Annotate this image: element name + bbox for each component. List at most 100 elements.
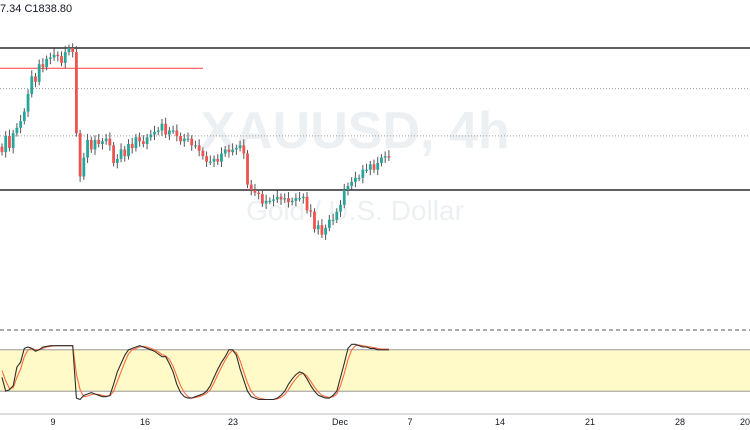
- candle-body-27: [101, 141, 104, 145]
- candle-body-58: [216, 158, 220, 162]
- x-tick-label-2: 23: [228, 417, 238, 427]
- candle-body-4: [15, 127, 19, 134]
- candle-body-26: [97, 139, 101, 145]
- candle-body-86: [320, 225, 324, 235]
- stochastic-pane: [0, 329, 750, 415]
- candle-body-3: [11, 133, 15, 149]
- candle-body-54: [201, 150, 205, 157]
- candle-body-41: [153, 131, 156, 135]
- candle-body-5: [19, 121, 22, 128]
- candle-body-100: [372, 164, 376, 170]
- candle-body-23: [86, 139, 89, 158]
- candle-body-32: [119, 149, 123, 159]
- x-tick-label-6: 21: [585, 417, 595, 427]
- candle-body-22: [82, 157, 86, 177]
- candle-body-44: [164, 123, 168, 135]
- x-tick-label-0: 9: [50, 417, 55, 427]
- candle-body-76: [283, 198, 287, 200]
- candle-body-60: [223, 149, 227, 154]
- ohlc-readout: 7.34 C1838.80: [0, 3, 72, 15]
- candle-body-61: [227, 149, 231, 153]
- candle-body-78: [290, 200, 294, 203]
- candle-body-40: [149, 134, 153, 138]
- candle-body-17: [63, 52, 67, 63]
- candle-body-9: [34, 76, 37, 82]
- candle-body-84: [313, 211, 316, 230]
- candle-body-96: [357, 177, 361, 180]
- candle-body-94: [350, 181, 354, 186]
- candle-body-102: [380, 157, 383, 163]
- stoch-fast-line: [1, 343, 389, 401]
- candle-body-82: [305, 196, 309, 211]
- candle-body-103: [383, 156, 387, 158]
- candle-body-25: [93, 139, 97, 150]
- candle-body-35: [130, 144, 134, 149]
- candle-body-90: [335, 211, 339, 220]
- candles: [0, 43, 391, 241]
- candle-body-79: [294, 198, 298, 201]
- candle-body-50: [186, 138, 190, 140]
- candle-body-49: [182, 138, 186, 142]
- candle-body-73: [272, 199, 275, 201]
- watermark: XAUUSD, 4h Gold / U.S. Dollar: [200, 102, 509, 226]
- candle-body-83: [309, 210, 313, 212]
- candle-body-53: [197, 145, 201, 151]
- candle-body-71: [264, 200, 268, 204]
- watermark-subtitle: Gold / U.S. Dollar: [246, 195, 464, 226]
- candle-body-81: [301, 196, 305, 199]
- x-axis: 9 16 23 Dec 7 14 21 28 20: [50, 417, 750, 427]
- candle-body-19: [71, 48, 75, 53]
- candle-body-46: [171, 130, 175, 132]
- candle-body-64: [238, 145, 242, 149]
- candle-body-66: [246, 153, 249, 185]
- candle-body-45: [168, 130, 171, 135]
- candle-body-67: [249, 184, 253, 190]
- candle-body-15: [56, 54, 60, 57]
- candle-body-92: [342, 190, 346, 205]
- candle-body-93: [346, 185, 350, 190]
- candle-body-31: [115, 158, 119, 163]
- candle-body-30: [112, 145, 115, 163]
- candle-body-12: [45, 58, 49, 67]
- candle-body-47: [175, 130, 179, 136]
- candle-body-0: [0, 146, 4, 153]
- candle-body-99: [368, 164, 372, 170]
- x-tick-label-8: 20: [740, 417, 750, 427]
- candle-body-20: [75, 52, 78, 134]
- candle-body-85: [316, 225, 320, 230]
- candle-body-63: [234, 148, 238, 150]
- candle-body-65: [242, 145, 246, 154]
- candle-body-21: [78, 133, 82, 177]
- candle-body-7: [26, 93, 30, 112]
- candle-body-72: [268, 200, 272, 203]
- candle-body-36: [134, 137, 138, 149]
- candle-body-101: [376, 162, 380, 170]
- candle-body-18: [67, 48, 71, 53]
- candle-body-69: [257, 192, 261, 195]
- candle-body-56: [208, 161, 212, 163]
- candle-body-16: [60, 56, 63, 63]
- candle-body-37: [138, 137, 142, 142]
- candle-body-34: [127, 144, 130, 157]
- x-tick-label-4: 7: [407, 417, 412, 427]
- candle-body-91: [339, 204, 342, 212]
- candle-body-43: [160, 123, 164, 131]
- candle-body-14: [52, 54, 56, 58]
- candle-body-75: [279, 196, 283, 200]
- candle-body-48: [179, 135, 182, 142]
- candle-body-77: [287, 198, 290, 203]
- candle-body-70: [261, 194, 264, 204]
- candle-body-2: [8, 135, 11, 149]
- candle-body-59: [220, 153, 223, 162]
- candle-body-57: [212, 158, 216, 162]
- candle-body-33: [123, 149, 127, 157]
- candle-body-52: [194, 145, 197, 147]
- candle-body-11: [41, 64, 45, 67]
- candle-body-39: [145, 137, 149, 145]
- x-tick-label-7: 28: [675, 417, 685, 427]
- candle-body-55: [205, 156, 208, 162]
- candle-body-1: [4, 135, 8, 153]
- candle-body-87: [324, 227, 328, 235]
